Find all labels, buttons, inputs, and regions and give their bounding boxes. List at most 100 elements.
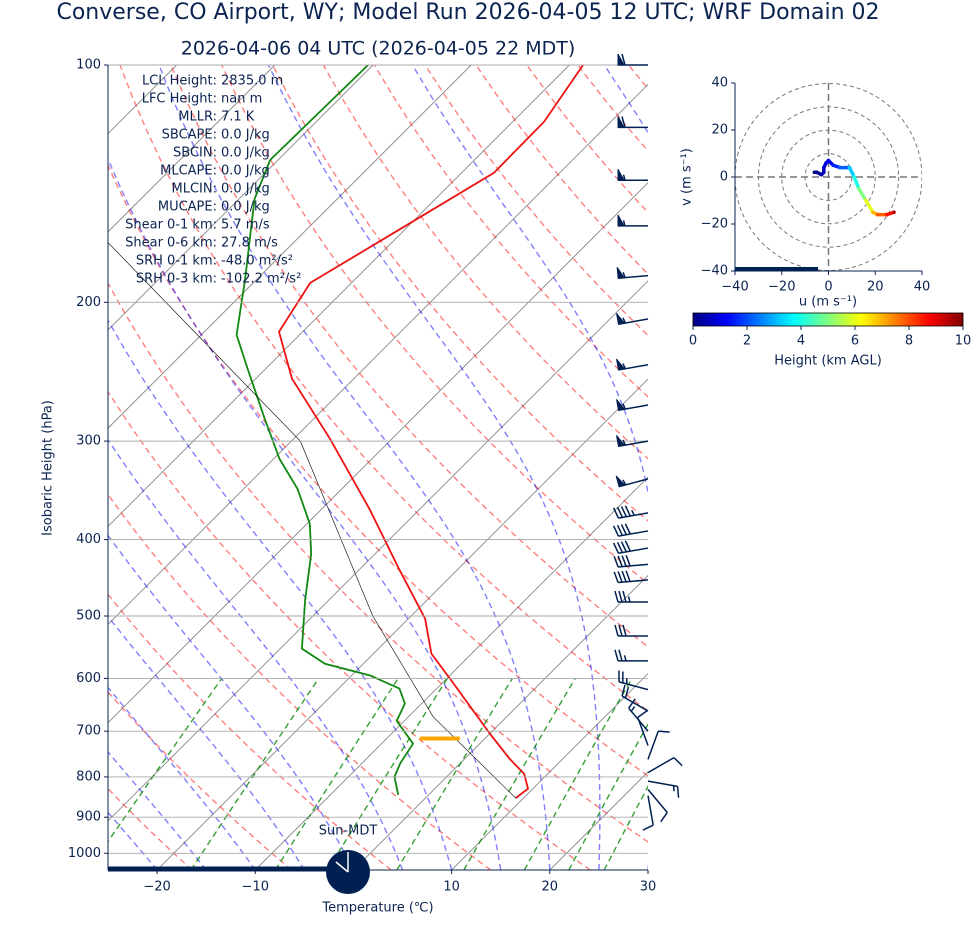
x-axis-label: Temperature (℃): [321, 901, 433, 916]
stat-label: MLCAPE:: [160, 164, 217, 179]
hodo-point: [892, 210, 896, 215]
hodo-point: [875, 212, 880, 217]
y-tick-label: 800: [76, 769, 101, 784]
stat-label: SBCIN:: [173, 146, 217, 161]
barb-flag: [616, 358, 626, 371]
dry-adiabat: [322, 65, 648, 460]
wind-barb: [617, 116, 648, 129]
wind-barb: [647, 730, 670, 760]
barb-flag: [616, 435, 626, 447]
barb-half: [622, 479, 627, 486]
dry-adiabat: [883, 65, 972, 870]
wind-barb: [612, 505, 649, 519]
hodo-segment: [852, 175, 861, 191]
barb-half: [630, 706, 636, 712]
hodo-x-tick-label: −20: [768, 280, 795, 295]
wind-barb: [616, 358, 649, 371]
hodo-point: [871, 210, 875, 215]
axes-layer: 1002003004005006007008009001000−20−10010…: [68, 53, 683, 895]
isotherm: [156, 378, 648, 870]
barb-flag: [617, 214, 625, 227]
barb-staff: [647, 730, 659, 760]
barb-line: [625, 554, 631, 567]
hodo-x-tick-label: −40: [721, 280, 748, 295]
profile-line: [278, 65, 584, 799]
dry-adiabat: [679, 65, 972, 870]
hodo-y-label: v (m s⁻¹): [680, 148, 695, 206]
moist-adiabat: [108, 811, 158, 870]
barb-line: [624, 540, 631, 552]
isotherm: [254, 476, 648, 870]
dry-adiabat: [373, 65, 648, 398]
mixing-ratio-line: [327, 678, 448, 870]
isotherm: [0, 65, 78, 870]
colorbar-tick-label: 8: [905, 334, 913, 349]
barb-line: [621, 116, 626, 128]
barb-staff: [618, 579, 649, 584]
stat-value: 0.0 J/kg: [221, 200, 270, 215]
wind-barb: [617, 168, 648, 181]
wind-barb: [647, 756, 683, 774]
wind-barb: [621, 684, 649, 712]
barb-line: [673, 757, 683, 767]
wind-barb: [617, 214, 648, 227]
barb-line: [614, 590, 619, 603]
barb-staff: [618, 512, 649, 519]
wind-barb: [614, 624, 648, 637]
y-axis-label: Isobaric Height (hPa): [41, 400, 56, 536]
dry-adiabat: [832, 65, 972, 870]
barb-flag: [617, 116, 625, 128]
hodo-point: [847, 165, 852, 170]
barb-line: [621, 555, 627, 567]
y-tick-label: 100: [76, 58, 101, 73]
hodo-point: [852, 175, 857, 179]
mixing-ratio-line: [274, 678, 399, 870]
isotherm: [108, 182, 648, 724]
dry-adiabat: [577, 65, 648, 152]
wind-barb: [616, 399, 649, 411]
barb-staff: [647, 756, 675, 774]
y-tick-label: 900: [76, 810, 101, 825]
colorbar-tick-label: 6: [851, 334, 859, 349]
moist-adiabat: [603, 65, 648, 134]
barb-half: [622, 220, 626, 227]
moist-adiabat: [267, 65, 601, 870]
wind-barb: [616, 266, 649, 279]
colorbar-tick-label: 0: [689, 334, 697, 349]
hodo-point: [822, 165, 826, 170]
wind-barb: [616, 313, 649, 325]
mixing-ratio-line: [396, 678, 513, 870]
isotherm: [108, 65, 177, 135]
reference-lines: [0, 65, 972, 870]
barb-line: [617, 571, 623, 583]
hodo-segment: [857, 187, 868, 203]
dry-adiabat: [781, 65, 972, 870]
barb-line: [616, 506, 624, 518]
clock-hand: [335, 861, 349, 873]
barb-staff: [647, 789, 668, 813]
barb-flag: [615, 475, 626, 488]
y-tick-label: 700: [76, 724, 101, 739]
y-tick-label: 600: [76, 671, 101, 686]
wind-barb: [618, 670, 649, 691]
hodo-point: [831, 163, 835, 168]
colorbar-tick-label: 10: [955, 334, 972, 349]
x-tick-label: 10: [443, 880, 460, 895]
moist-adiabat: [108, 157, 502, 870]
wind-barb: [637, 710, 649, 746]
colorbar-label: Height (km AGL): [774, 354, 882, 369]
hodo-plot: [735, 83, 922, 271]
barb-line: [618, 590, 623, 603]
stat-label: SRH 0-1 km:: [136, 254, 217, 269]
barb-half: [623, 655, 627, 662]
dry-adiabat: [271, 65, 648, 522]
isotherm: [108, 83, 648, 626]
barb-staff: [637, 717, 649, 746]
isotherm: [549, 771, 648, 870]
dry-adiabat: [108, 281, 648, 843]
barb-half: [622, 403, 627, 410]
barb-line: [621, 570, 627, 583]
dry-adiabat: [730, 65, 972, 870]
stat-value: -102.2 m²/s²: [221, 272, 301, 287]
dry-adiabat: [108, 163, 648, 777]
